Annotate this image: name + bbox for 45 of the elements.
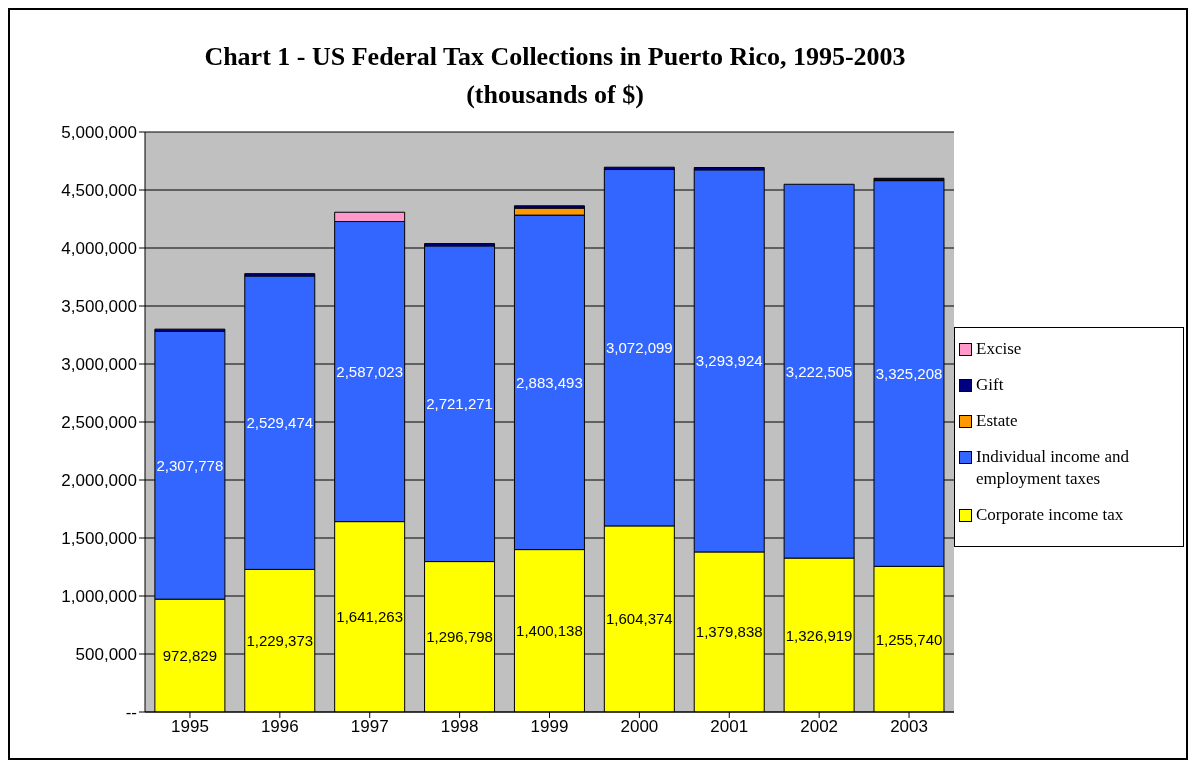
legend-label: Individual income and employment taxes [976, 446, 1130, 490]
chart-subtitle: (thousands of $) [465, 79, 645, 111]
x-tick-label: 2001 [710, 717, 749, 737]
y-tick-label: 3,500,000 [61, 297, 137, 317]
data-label: 1,604,374 [605, 610, 673, 628]
data-label: 1,255,740 [875, 630, 943, 648]
data-label: 1,296,798 [426, 628, 493, 646]
legend-label: Corporate income tax [976, 504, 1124, 526]
x-tick-label: 1999 [530, 717, 569, 737]
data-label: 1,400,138 [516, 622, 583, 640]
y-tick-label: 5,000,000 [61, 123, 137, 143]
data-label: 3,325,208 [875, 364, 943, 382]
data-label: 2,883,493 [516, 373, 583, 391]
data-label: 972,829 [162, 647, 217, 665]
data-label: 1,326,919 [785, 626, 853, 644]
x-tick-label: 2000 [620, 717, 659, 737]
data-label: 2,529,474 [246, 414, 314, 432]
x-tick-label: 1995 [171, 717, 209, 737]
x-tick-label: 2002 [800, 717, 839, 737]
legend-label: Excise [976, 338, 1022, 360]
data-label: 3,293,924 [695, 352, 763, 370]
x-tick-label: 2003 [890, 717, 928, 737]
data-label: 1,229,373 [246, 632, 314, 650]
data-label: 3,072,099 [605, 339, 673, 357]
y-tick-label: -- [125, 703, 137, 723]
y-tick-label: 1,000,000 [61, 587, 137, 607]
y-tick-label: 2,000,000 [61, 471, 137, 491]
legend-label: Gift [976, 374, 1004, 396]
y-tick-label: 2,500,000 [61, 413, 137, 433]
y-tick-label: 3,000,000 [61, 355, 137, 375]
chart-title: Chart 1 - US Federal Tax Collections in Puerto Rico, 1995-2003 [203, 41, 907, 73]
x-tick-label: 1997 [350, 717, 389, 737]
data-label: 2,587,023 [336, 363, 404, 381]
y-tick-label: 4,000,000 [61, 239, 137, 259]
y-tick-label: 500,000 [75, 645, 137, 665]
data-label: 3,222,505 [785, 362, 853, 380]
data-label: 2,307,778 [156, 456, 224, 474]
x-tick-label: 1996 [260, 717, 299, 737]
x-tick-label: 1998 [440, 717, 479, 737]
data-label: 1,379,838 [695, 623, 763, 641]
y-tick-label: 1,500,000 [61, 529, 137, 549]
legend-label: Estate [976, 410, 1018, 432]
data-label: 1,641,263 [336, 608, 404, 626]
data-label: 2,721,271 [426, 395, 493, 413]
y-tick-label: 4,500,000 [61, 181, 137, 201]
